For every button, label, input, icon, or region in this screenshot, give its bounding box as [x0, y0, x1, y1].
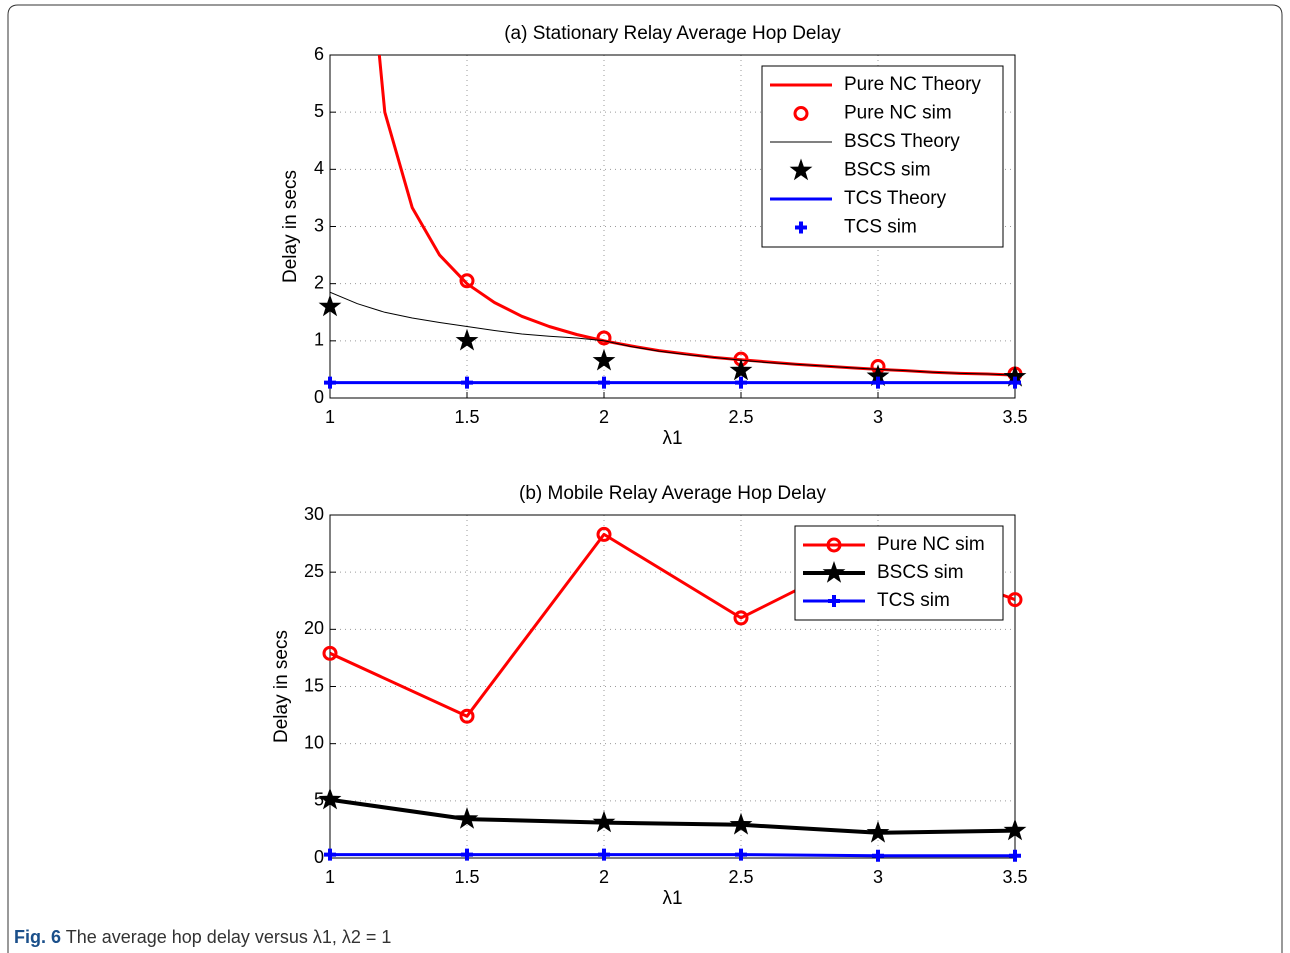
marker-star [729, 358, 753, 381]
caption-text: The average hop delay versus λ1, λ2 = 1 [66, 927, 392, 947]
y-axis-label: Delay in secs [271, 630, 292, 743]
marker-plus [1009, 849, 1021, 862]
marker-star [318, 787, 342, 810]
legend-label: Pure NC sim [877, 534, 985, 555]
y-tick-label: 30 [304, 504, 324, 524]
y-tick-label: 5 [314, 790, 324, 810]
legend-marker [793, 106, 809, 121]
marker-circle [596, 330, 612, 346]
marker-star [729, 812, 753, 835]
legend-label: BSCS sim [877, 562, 964, 583]
y-tick-label: 5 [314, 101, 324, 121]
marker-star [1003, 364, 1027, 387]
legend-marker [789, 158, 813, 181]
y-tick-label: 25 [304, 561, 324, 581]
chart-title: (a) Stationary Relay Average Hop Delay [504, 23, 841, 44]
caption: Fig. 6 The average hop delay versus λ1, … [14, 927, 391, 947]
marker-star [455, 807, 479, 829]
marker-plus [598, 848, 610, 861]
legend-marker [828, 595, 840, 607]
marker-star [318, 294, 342, 317]
y-tick-label: 10 [304, 732, 324, 752]
marker-star [866, 364, 890, 386]
marker-circle [596, 526, 612, 542]
x-tick-label: 2.5 [728, 407, 753, 427]
marker-plus [324, 376, 336, 389]
legend-marker [826, 537, 842, 553]
marker-circle [459, 708, 475, 724]
marker-plus [1009, 376, 1021, 389]
y-tick-label: 3 [314, 215, 324, 235]
legend-label: BSCS sim [844, 160, 931, 181]
legend-label: Pure NC Theory [844, 74, 981, 95]
marker-plus [324, 848, 336, 861]
series-line [330, 797, 1015, 835]
marker-plus [461, 848, 473, 861]
x-tick-label: 1.5 [454, 407, 479, 427]
x-tick-label: 1 [325, 867, 335, 887]
legend-label: TCS Theory [844, 188, 947, 209]
legend-label: TCS sim [844, 217, 917, 238]
x-tick-label: 3.5 [1002, 407, 1027, 427]
frame [7, 4, 1283, 953]
marker-plus [735, 376, 747, 389]
marker-plus [872, 376, 884, 389]
y-tick-label: 0 [314, 847, 324, 867]
y-tick-label: 4 [314, 158, 324, 178]
marker-star [455, 328, 479, 351]
marker-star [592, 810, 616, 833]
legend-label: BSCS Theory [844, 131, 960, 152]
marker-plus [461, 376, 473, 389]
x-tick-label: 3 [873, 407, 883, 427]
marker-circle [733, 610, 749, 626]
marker-circle [1007, 592, 1023, 608]
y-axis-label: Delay in secs [280, 170, 301, 283]
x-axis-label: λ1 [662, 888, 682, 909]
marker-circle [322, 645, 338, 661]
x-tick-label: 1.5 [454, 867, 479, 887]
legend-label: TCS sim [877, 590, 950, 611]
series-line [330, 291, 1015, 376]
y-tick-label: 1 [314, 330, 324, 350]
x-tick-label: 3 [873, 867, 883, 887]
y-tick-label: 15 [304, 675, 324, 695]
marker-star [592, 348, 616, 371]
x-tick-label: 2.5 [728, 867, 753, 887]
legend-label: Pure NC sim [844, 103, 952, 124]
x-tick-label: 3.5 [1002, 867, 1027, 887]
y-tick-label: 2 [314, 272, 324, 292]
legend-marker [822, 561, 846, 583]
caption-label: Fig. 6 [14, 927, 61, 947]
y-tick-label: 6 [314, 44, 324, 64]
chart-title: (b) Mobile Relay Average Hop Delay [519, 483, 826, 504]
axes-box [329, 514, 1016, 859]
y-tick-label: 20 [304, 618, 324, 638]
x-tick-label: 2 [599, 867, 609, 887]
series-line [330, 853, 1015, 858]
y-tick-label: 0 [314, 387, 324, 407]
legend-marker [795, 221, 807, 234]
axes-box [329, 54, 1016, 399]
x-tick-label: 1 [325, 407, 335, 427]
marker-plus [872, 849, 884, 862]
x-axis-label: λ1 [662, 428, 682, 449]
x-tick-label: 2 [599, 407, 609, 427]
marker-star [866, 820, 890, 843]
legend-box [761, 65, 1004, 248]
marker-star [1003, 818, 1027, 841]
marker-circle [459, 273, 475, 289]
marker-plus [735, 848, 747, 861]
marker-plus [598, 376, 610, 389]
